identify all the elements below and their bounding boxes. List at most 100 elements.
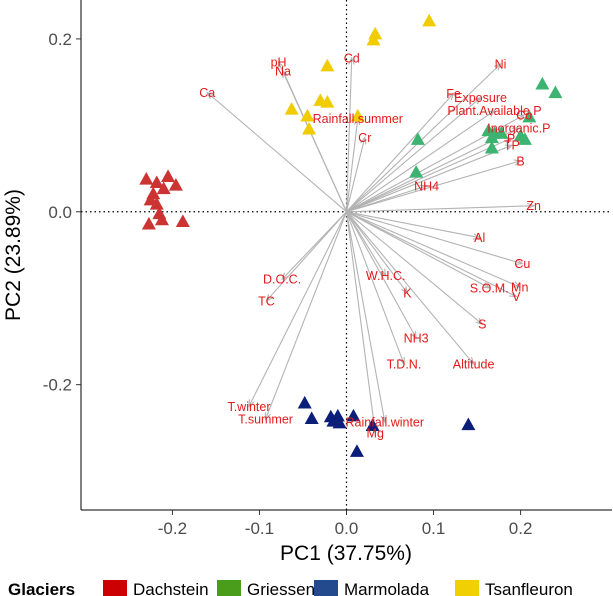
point-marmolada [365,418,380,431]
point-dachstein [141,216,156,230]
loading-arrow-nh3 [346,211,417,339]
loading-label-ni: Ni [495,57,507,71]
y-tick-label: 0.2 [48,30,72,49]
loading-arrow-ca [206,92,347,213]
y-axis-title: PC2 (23.89%) [2,189,25,321]
loading-arrowhead-exposure [473,96,482,105]
loading-label-fe: Fe [446,87,461,101]
x-axis-title: PC1 (37.75%) [280,542,412,565]
loading-label-exposure: Exposure [454,91,507,105]
point-griessen [522,109,537,123]
loading-arrow-altitude [346,211,475,365]
loading-arrowhead-fe [446,92,455,101]
loading-label-nh4: NH4 [414,179,439,193]
point-marmolada [332,415,347,429]
point-dachstein [156,181,171,195]
loading-label-tp: TP [504,139,520,153]
loading-label-nh3: NH3 [404,331,429,345]
loading-arrowhead-cd [348,56,355,65]
loading-arrow-ni [346,63,501,213]
loading-label-mn: Mn [511,280,528,294]
point-griessen [409,165,424,178]
loading-arrow-rainfall-summer [345,118,359,212]
loading-arrow-tp [346,144,513,213]
x-tick-label: -0.1 [245,519,274,538]
loading-arrowhead-d-o-c [281,272,289,281]
point-tsanfleuron [320,95,335,108]
point-dachstein [168,178,183,191]
legend-label-tsanfleuron: Tsanfleuron [485,580,573,596]
point-marmolada [349,444,364,457]
loading-label-cu: Cu [514,257,530,271]
plot-panel [81,0,612,510]
point-marmolada [461,417,476,431]
point-marmolada [304,411,319,425]
point-tsanfleuron [350,108,365,122]
point-tsanfleuron [422,13,437,27]
loading-arrow-exposure [346,97,481,213]
point-tsanfleuron [302,121,317,135]
loading-label-tc: TC [258,294,275,308]
loading-label-d-o-c: D.O.C. [263,273,301,287]
loading-arrow-fe [346,92,454,213]
y-tick-label: -0.2 [43,376,72,395]
legend-label-marmolada: Marmolada [344,580,430,596]
loading-arrowhead-ni [493,62,502,71]
loading-arrowhead-co [517,114,526,121]
loading-label-altitude: Altitude [453,357,495,371]
loading-arrowhead-w-h-c [379,268,387,277]
loading-label-na: Na [275,64,291,78]
point-tsanfleuron [366,32,381,46]
loading-arrowhead-mn [512,281,522,288]
loading-arrowhead-k [401,286,409,295]
legend-key-tsanfleuron [455,580,479,596]
loading-arrowhead-altitude [467,357,475,365]
loading-arrowhead-plant-available-p [487,109,496,117]
loading-arrowhead-cr [360,136,367,145]
loading-arrow-al [346,211,480,239]
point-griessen [535,76,550,90]
loading-arrowhead-ca [206,91,215,100]
loading-label-w-h-c: W.H.C. [366,269,406,283]
point-dachstein [161,169,176,182]
x-tick-label: 0.2 [509,519,533,538]
legend-key-dachstein [103,580,127,596]
loading-arrowhead-s-o-m [482,282,491,289]
y-tick-label: 0.0 [48,203,72,222]
loading-arrow-zn [346,205,534,213]
loading-arrow-b [346,160,521,213]
loading-arrow-p [346,137,512,213]
legend-title: Glaciers [8,580,75,596]
loading-label-t-d-n: T.D.N. [387,357,422,371]
x-tick-label: 0.0 [335,519,359,538]
point-dachstein [154,212,169,226]
loading-arrow-rainfall-winter [345,211,386,422]
loading-arrowhead-na [282,69,289,78]
loading-arrowhead-rainfall-winter [380,414,387,424]
loading-label-s-o-m: S.O.M. [470,281,509,295]
loading-arrowhead-b [513,159,522,166]
loading-arrowhead-ph [278,60,285,70]
loading-arrow-t-d-n [345,211,405,365]
point-griessen [410,132,425,145]
loading-label-inorganic-p: Inorganic.P [487,121,550,135]
loading-arrowhead-nh4 [419,184,428,191]
loading-label-b: B [516,154,524,168]
x-tick-label: 0.1 [422,519,446,538]
loading-arrowhead-v [509,290,518,298]
loading-label-ph: pH [271,56,287,70]
loading-label-s: S [478,318,486,332]
loading-label-ca: Ca [199,86,215,100]
point-tsanfleuron [300,108,315,122]
loading-label-t-summer: T.summer [238,413,293,427]
point-dachstein [139,171,154,185]
legend-key-marmolada [314,580,338,596]
point-griessen [494,126,509,139]
loading-label-k: K [403,287,412,301]
point-griessen [484,130,499,144]
x-axis-ticks: -0.2 -0.1 0.0 0.1 0.2 [158,510,533,538]
legend: Glaciers Dachstein Griessen Marmolada Tsanf… [8,580,573,596]
point-dachstein [175,214,190,227]
legend-label-griessen: Griessen [247,580,315,596]
point-griessen [548,85,563,99]
